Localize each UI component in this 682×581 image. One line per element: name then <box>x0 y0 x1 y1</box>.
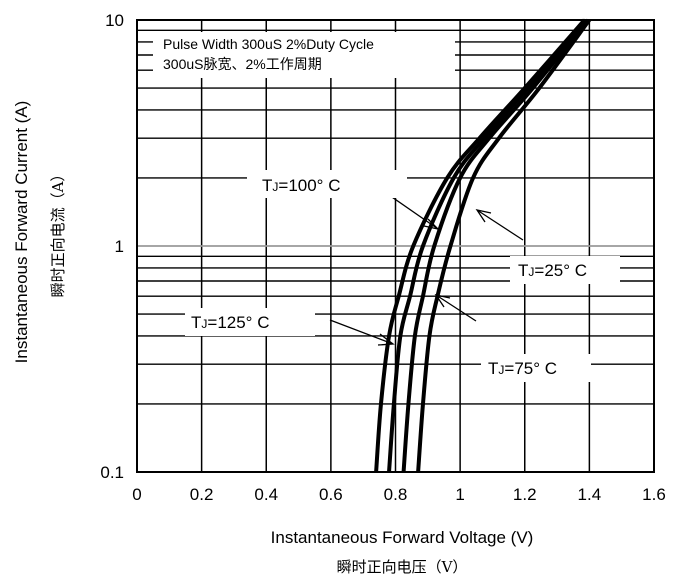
series-line-2 <box>401 18 590 473</box>
arrow-tj25 <box>475 209 524 241</box>
y-tick-labels: 0.1 1 10 <box>100 11 124 482</box>
label-box-tj100 <box>247 170 407 198</box>
series-layer <box>374 18 591 473</box>
x-tick-label: 0.4 <box>254 485 278 504</box>
series-line-0 <box>374 18 587 473</box>
x-tick-label: 0 <box>132 485 141 504</box>
x-tick-label: 0.6 <box>319 485 343 504</box>
x-tick-label: 1.2 <box>513 485 537 504</box>
arrow-tj75 <box>434 294 477 322</box>
x-tick-label: 1 <box>455 485 464 504</box>
arrow-tj125 <box>329 319 395 346</box>
y-tick-label: 1 <box>115 237 124 256</box>
series-label-tj75: TJ=75° C <box>488 359 557 378</box>
series-label-tj100: TJ=100° C <box>262 176 340 195</box>
x-tick-label: 0.8 <box>384 485 408 504</box>
x-tick-label: 1.6 <box>642 485 666 504</box>
y-axis-title-cn: 瞬时正向电流（A） <box>49 167 67 298</box>
x-tick-label: 0.2 <box>190 485 214 504</box>
note-line-1: Pulse Width 300uS 2%Duty Cycle <box>163 36 374 52</box>
label-box-tj125 <box>185 308 315 336</box>
note-line-2: 300uS脉宽、2%工作周期 <box>163 56 322 72</box>
series-line-3 <box>416 18 591 473</box>
plot-frame <box>136 19 655 473</box>
x-tick-labels: 0 0.2 0.4 0.6 0.8 1 1.2 1.4 1.6 <box>132 485 666 504</box>
label-box-tj25 <box>510 256 620 284</box>
y-tick-label: 10 <box>105 11 124 30</box>
series-line-1 <box>387 18 588 473</box>
series-label-tj125: TJ=125° C <box>191 313 269 332</box>
label-box-tj75 <box>481 354 591 382</box>
note-box <box>153 32 455 78</box>
x-axis-title-cn: 瞬时正向电压（V） <box>337 558 468 576</box>
y-axis-title: Instantaneous Forward Current (A) <box>12 101 31 364</box>
series-label-tj25: TJ=25° C <box>518 261 587 280</box>
x-axis-title: Instantaneous Forward Voltage (V) <box>271 528 534 547</box>
y-tick-label: 0.1 <box>100 463 124 482</box>
x-tick-label: 1.4 <box>578 485 602 504</box>
